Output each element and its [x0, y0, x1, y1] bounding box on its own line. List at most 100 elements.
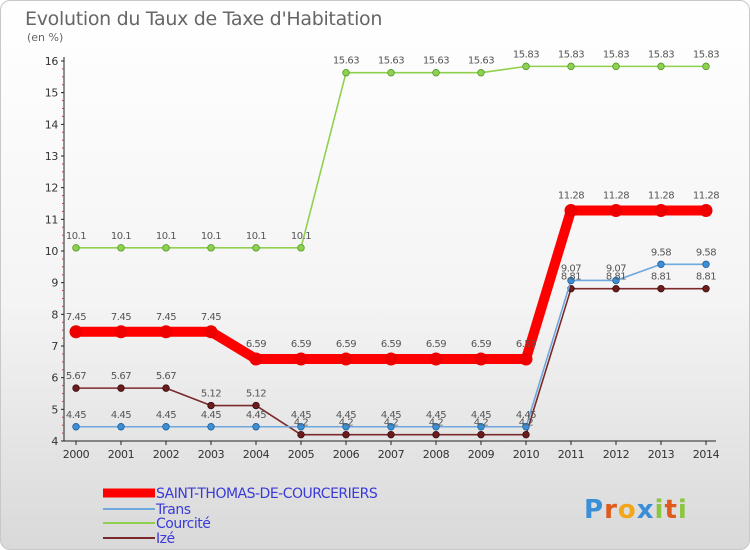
data-label: 4.45 [471, 410, 491, 421]
data-point [297, 244, 305, 252]
series-layer: 10.1 10.1 10.1 10.1 10.1 10.1 15.63 15.63 15.63 1… [66, 49, 720, 439]
data-label: 15.83 [693, 49, 719, 60]
data-point [477, 430, 485, 439]
data-label: 4.2 [429, 418, 444, 429]
series-2 [72, 62, 710, 252]
series-3 [72, 284, 710, 439]
data-label: 4.45 [426, 410, 446, 421]
data-label: 6.59 [516, 339, 536, 350]
data-label: 4.45 [336, 410, 356, 421]
data-point [117, 244, 125, 252]
data-label: 15.63 [423, 56, 449, 67]
x-tick-label-2013: 2013 [648, 448, 675, 461]
x-tick-label-2005: 2005 [288, 448, 315, 461]
data-label: 15.63 [333, 56, 359, 67]
data-point [204, 325, 218, 339]
y-tick-label-14: 14 [45, 118, 59, 131]
data-label: 6.59 [246, 339, 266, 350]
data-label: 4.45 [381, 410, 401, 421]
y-tick-label-15: 15 [45, 87, 59, 100]
data-label: 15.63 [468, 56, 494, 67]
data-label: 9.58 [651, 247, 671, 258]
logo-letter: o [618, 495, 637, 525]
y-tick-label-4: 4 [51, 435, 58, 448]
legend-label-2: Courcité [156, 516, 210, 532]
y-tick-label-11: 11 [45, 213, 58, 226]
logo-letter: P [584, 495, 604, 525]
data-label: 5.12 [201, 389, 221, 400]
data-label: 6.59 [336, 339, 356, 350]
data-label: 11.28 [648, 190, 674, 201]
x-tick-label-2012: 2012 [603, 448, 629, 461]
data-label: 4.45 [156, 410, 176, 421]
logo-letter: i [678, 495, 688, 525]
data-point [612, 284, 620, 293]
x-tick-label-2007: 2007 [378, 448, 405, 461]
data-label: 4.45 [111, 410, 131, 421]
x-tick-label-2008: 2008 [423, 448, 450, 461]
legend-label-3: Izé [156, 531, 175, 547]
data-point [117, 423, 125, 431]
data-label: 9.07 [606, 263, 626, 274]
data-label: 7.45 [66, 312, 86, 323]
data-point [162, 244, 170, 252]
data-point [567, 62, 575, 71]
data-label: 5.67 [156, 371, 176, 382]
data-label: 9.58 [696, 247, 716, 258]
data-point [429, 352, 443, 366]
data-point [297, 430, 305, 439]
data-point [612, 276, 620, 285]
data-label: 10.1 [291, 231, 311, 242]
data-point [702, 62, 710, 71]
data-point [612, 62, 620, 71]
data-point [522, 423, 530, 431]
data-label: 8.81 [561, 272, 581, 283]
data-point [519, 352, 533, 366]
x-tick-label-2000: 2000 [63, 448, 90, 461]
data-point [207, 401, 215, 410]
series-line-2 [75, 65, 707, 249]
data-point [249, 352, 263, 366]
data-label: 7.45 [156, 312, 176, 323]
axes: 4 5 6 7 8 9 10 11 12 13 14 15 16 2000 2001 2002 2003 2004… [45, 55, 720, 461]
data-label: 15.83 [603, 49, 629, 60]
data-label: 15.83 [558, 49, 584, 60]
series-0 [69, 203, 713, 366]
logo-letter: t [664, 495, 677, 525]
data-label: 4.2 [474, 418, 489, 429]
data-label: 10.1 [156, 231, 176, 242]
x-tick-label-2006: 2006 [333, 448, 360, 461]
data-label: 5.67 [111, 371, 131, 382]
data-point [342, 430, 350, 439]
x-tick-label-2014: 2014 [693, 448, 720, 461]
data-label: 4.45 [246, 410, 266, 421]
data-point [114, 325, 128, 339]
data-point [432, 69, 440, 77]
data-label: 6.59 [471, 339, 491, 350]
y-tick-label-13: 13 [45, 150, 59, 163]
data-label: 5.67 [66, 371, 86, 382]
data-point [339, 352, 353, 366]
data-point [474, 352, 488, 366]
data-point [702, 284, 710, 293]
legend-label-1: Trans [155, 502, 191, 518]
y-tick-label-7: 7 [51, 340, 58, 353]
x-tick-label-2011: 2011 [558, 448, 584, 461]
logo-letter: x [637, 495, 655, 525]
data-point [252, 401, 260, 410]
data-label: 4.2 [339, 418, 354, 429]
data-label: 8.81 [651, 272, 671, 283]
data-point [159, 325, 173, 339]
data-point [657, 62, 665, 71]
data-point [207, 244, 215, 252]
data-label: 6.59 [291, 339, 311, 350]
data-label: 11.28 [693, 190, 719, 201]
data-label: 8.81 [606, 272, 626, 283]
data-point [342, 69, 350, 77]
data-label: 6.59 [426, 339, 446, 350]
y-tick-label-16: 16 [45, 55, 59, 68]
data-label: 10.1 [111, 231, 131, 242]
data-point [522, 430, 530, 439]
data-label: 4.45 [66, 410, 86, 421]
